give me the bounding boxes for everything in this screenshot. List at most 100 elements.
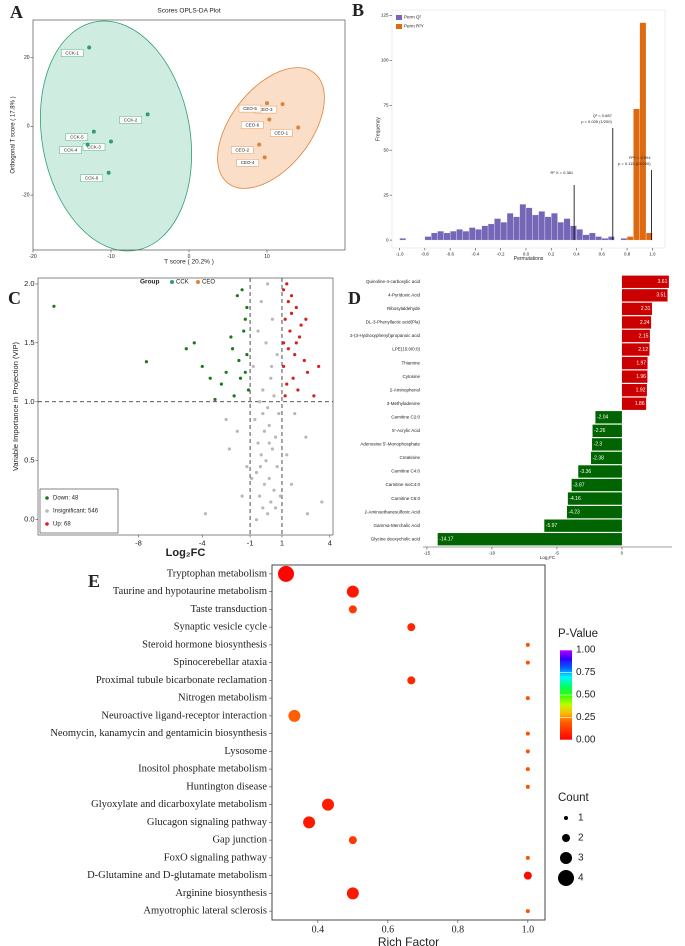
x-tick-label: -1 bbox=[247, 539, 254, 548]
point bbox=[269, 376, 273, 380]
point bbox=[262, 155, 267, 160]
category-label: Taurine and hypotaurine metabolism bbox=[113, 586, 267, 597]
histogram-bar bbox=[601, 238, 609, 241]
category-label: Gap junction bbox=[212, 835, 267, 846]
point bbox=[87, 45, 92, 50]
point bbox=[219, 382, 223, 386]
bar bbox=[621, 343, 650, 356]
y-axis-label: Frequency bbox=[375, 117, 381, 141]
bubble bbox=[525, 855, 530, 860]
point bbox=[85, 142, 90, 147]
point bbox=[235, 294, 239, 298]
legend-label: Up: 68 bbox=[53, 522, 71, 528]
bar bbox=[592, 424, 622, 437]
size-label: 2 bbox=[578, 833, 584, 844]
y-tick-label: 0.0 bbox=[24, 515, 34, 524]
point-label: CCK-1 bbox=[65, 50, 79, 55]
histogram-bar bbox=[487, 223, 495, 241]
y-tick-label: 25 bbox=[383, 192, 389, 197]
y-tick-label: 2.0 bbox=[24, 279, 34, 288]
point bbox=[253, 417, 257, 422]
category-label: 3-(3-Hydroxyphenyl)propanoic acid bbox=[350, 333, 421, 338]
point bbox=[240, 288, 244, 292]
point bbox=[245, 305, 249, 310]
bubble bbox=[525, 642, 530, 647]
point bbox=[296, 388, 300, 392]
x-tick-label: -4 bbox=[199, 539, 206, 548]
value-label: 2.12 bbox=[638, 347, 648, 353]
size-swatch bbox=[560, 852, 572, 864]
x-tick-label: -0.8 bbox=[421, 252, 429, 257]
value-label: -3.87 bbox=[573, 482, 585, 488]
legend-swatch bbox=[396, 24, 402, 29]
bubble bbox=[525, 696, 530, 701]
x-tick-label: 0.4 bbox=[312, 924, 325, 935]
point bbox=[273, 506, 278, 510]
color-tick-label: 0.25 bbox=[576, 712, 596, 723]
bubble bbox=[523, 871, 532, 880]
point bbox=[184, 347, 188, 351]
y-tick-label: 1.0 bbox=[24, 397, 34, 406]
point bbox=[281, 288, 286, 292]
value-label: 1.97 bbox=[636, 360, 646, 366]
category-label: Amyotrophic lateral sclerosis bbox=[143, 906, 267, 917]
value-label: -2.26 bbox=[594, 428, 606, 434]
legend-label: Perm Q² bbox=[404, 15, 422, 20]
point bbox=[250, 476, 254, 481]
panel-letter: D bbox=[348, 288, 361, 308]
histogram-bar bbox=[626, 236, 634, 241]
histogram-bar bbox=[563, 218, 571, 241]
y-axis-label: Orthogonal T score ( 17.8% ) bbox=[11, 96, 17, 173]
point bbox=[237, 358, 241, 363]
point bbox=[192, 341, 196, 345]
bar bbox=[595, 411, 622, 424]
point bbox=[289, 482, 294, 486]
point bbox=[294, 305, 298, 310]
bar bbox=[621, 329, 650, 343]
value-label: -2.38 bbox=[592, 455, 604, 461]
histogram-bar bbox=[607, 236, 615, 241]
bubble bbox=[348, 605, 357, 614]
point bbox=[285, 282, 289, 286]
point bbox=[230, 347, 235, 351]
histogram-bar bbox=[449, 230, 457, 241]
category-label: Inositol phosphate metabolism bbox=[138, 764, 267, 775]
point bbox=[286, 347, 290, 351]
point bbox=[145, 112, 150, 117]
point bbox=[273, 435, 278, 439]
category-label: Neomycin, kanamycin and gentamicin biosy… bbox=[50, 728, 267, 739]
point bbox=[267, 441, 271, 445]
point bbox=[272, 394, 276, 398]
bar bbox=[567, 492, 622, 505]
y-tick-label: 20 bbox=[24, 55, 30, 61]
point bbox=[258, 400, 262, 404]
point-label-box bbox=[60, 49, 84, 57]
point-label-box bbox=[59, 146, 82, 154]
reference-label: R² X = 0.381 bbox=[551, 170, 574, 175]
point bbox=[203, 512, 208, 516]
size-label: 3 bbox=[578, 853, 584, 864]
x-tick-label: 0 bbox=[621, 551, 624, 556]
histogram-bar bbox=[620, 238, 628, 241]
category-label: Carnitine C4:0 bbox=[391, 469, 420, 474]
y-tick-label: 50 bbox=[383, 147, 389, 152]
y-tick-label: -20 bbox=[22, 192, 29, 198]
point bbox=[245, 465, 249, 469]
category-label: Cytosine bbox=[402, 374, 420, 379]
point bbox=[302, 358, 306, 363]
point bbox=[106, 170, 111, 175]
point bbox=[269, 500, 273, 504]
point bbox=[291, 376, 295, 380]
x-tick-label: 1.0 bbox=[522, 924, 535, 935]
reference-label: R²Y = 0.994 bbox=[629, 155, 651, 160]
point bbox=[229, 335, 233, 339]
value-label: 3.61 bbox=[658, 279, 668, 285]
bubble bbox=[525, 909, 530, 914]
reference-label: Q² = 0.687 bbox=[593, 113, 613, 118]
histogram-bar bbox=[525, 207, 533, 241]
point bbox=[277, 411, 281, 416]
x-tick-label: 0.8 bbox=[452, 924, 465, 935]
category-label: Taste transduction bbox=[190, 604, 267, 615]
bubble bbox=[525, 660, 530, 665]
color-legend-title: P-Value bbox=[558, 628, 598, 640]
